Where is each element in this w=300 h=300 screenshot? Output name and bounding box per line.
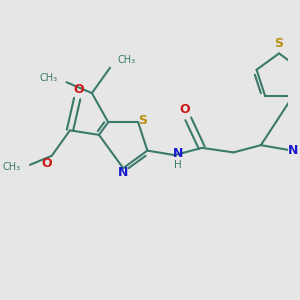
Text: H: H [174, 160, 182, 170]
Text: CH₃: CH₃ [117, 56, 135, 65]
Text: N: N [288, 144, 299, 157]
Text: N: N [118, 166, 128, 179]
Text: CH₃: CH₃ [39, 73, 57, 83]
Text: O: O [41, 157, 52, 169]
Text: O: O [179, 103, 190, 116]
Text: S: S [138, 114, 147, 127]
Text: N: N [173, 147, 183, 160]
Text: S: S [274, 37, 284, 50]
Text: CH₃: CH₃ [3, 162, 21, 172]
Text: O: O [74, 83, 84, 96]
